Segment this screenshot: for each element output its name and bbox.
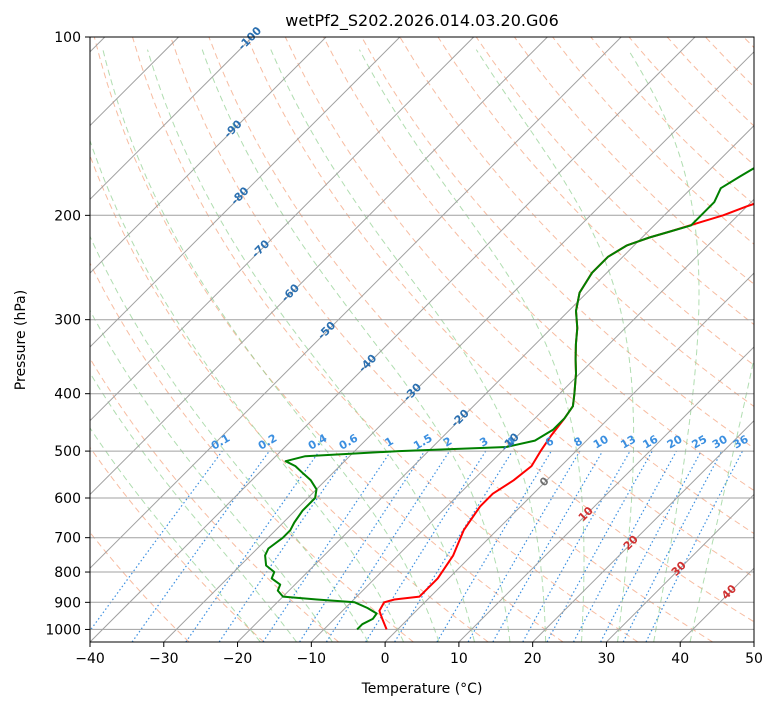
moist-adiabat-8 — [270, 49, 547, 642]
chart-title: wetPf2_S202.2026.014.03.20.G06 — [285, 11, 559, 31]
mixing-ratio-line-5 — [299, 450, 426, 642]
y-axis-label: Pressure (hPa) — [13, 290, 29, 390]
mixing-ratio-line-0 — [90, 450, 223, 632]
isotherm-11 — [163, 51, 754, 642]
x-tick-label-6: 20 — [524, 651, 542, 667]
y-tick-label-2: 300 — [54, 313, 81, 329]
dewpoint-line — [264, 167, 754, 631]
axes: −40 −30 −20 −10 0 10 20 30 40 50 100 200 300 400 500 60… — [45, 30, 763, 667]
y-tick-label-3: 400 — [54, 387, 81, 403]
x-axis-label: Temperature (°C) — [361, 681, 483, 697]
isotherm-17 — [606, 493, 754, 642]
mixing-ratio-line-6 — [325, 450, 450, 642]
dry-adiabat-5 — [93, 37, 564, 642]
x-tick-label-1: −30 — [149, 651, 179, 667]
isotherm-5 — [90, 37, 327, 274]
dry-adiabat-1 — [90, 446, 265, 642]
mixing-ratio-line-14 — [572, 450, 677, 642]
isotherm-9 — [90, 37, 622, 569]
mixing-ratio-line-12 — [522, 450, 631, 642]
isotherm-4 — [90, 37, 253, 201]
y-tick-label-0: 100 — [54, 30, 81, 46]
moist-adiabat-0 — [90, 427, 261, 642]
dry-adiabat-15 — [475, 37, 754, 326]
isotherm-8 — [90, 37, 548, 496]
y-tick-label-1: 200 — [54, 208, 81, 224]
isotherm-10 — [90, 37, 696, 642]
mixing-ratio-line-17 — [645, 450, 744, 642]
moist-adiabat-11 — [627, 49, 700, 642]
isotherm-16 — [532, 419, 754, 642]
dry-adiabat-2 — [90, 357, 339, 642]
x-tick-label-9: 50 — [745, 651, 763, 667]
dry-adiabat-6 — [132, 37, 639, 642]
mixing-ratio-line-8 — [394, 450, 513, 642]
grid-lines — [90, 37, 754, 642]
dry-adiabat-14 — [437, 37, 754, 366]
moist-adiabat-5 — [102, 49, 440, 642]
y-tick-label-8: 900 — [54, 595, 81, 611]
y-tick-label-9: 1000 — [45, 622, 81, 638]
y-tick-label-7: 800 — [54, 565, 81, 581]
x-tick-label-5: 10 — [450, 651, 468, 667]
x-tick-label-7: 30 — [598, 651, 616, 667]
moist-adiabat-7 — [201, 49, 511, 642]
y-tick-label-4: 500 — [54, 444, 81, 460]
x-tick-label-3: −10 — [297, 651, 327, 667]
mixing-ratio-line-1 — [131, 450, 270, 642]
isotherm-7 — [90, 37, 475, 422]
isotherm-15 — [458, 346, 754, 642]
dry-adiabat-7 — [170, 37, 713, 642]
mixing-ratio-line-13 — [546, 450, 653, 642]
isotherm-6 — [90, 37, 401, 348]
moist-adiabat-3 — [90, 235, 369, 642]
dry-adiabat-11 — [323, 37, 754, 492]
moist-adiabat-1 — [90, 371, 297, 642]
moist-adiabat-4 — [90, 139, 405, 642]
plot-frame — [89, 36, 755, 643]
dry-adiabat-16 — [513, 37, 754, 285]
mixing-ratio-line-4 — [262, 450, 392, 642]
dry-adiabat-13 — [399, 37, 754, 408]
isotherm-13 — [310, 198, 754, 642]
series-lines — [264, 167, 754, 631]
x-tick-label-2: −20 — [223, 651, 253, 667]
x-tick-label-4: 0 — [381, 651, 390, 667]
x-tick-label-0: −40 — [75, 651, 105, 667]
mixing-ratio-line-3 — [218, 450, 351, 642]
background-lines — [90, 37, 754, 642]
dry-adiabat-10 — [284, 37, 754, 535]
moist-adiabat-6 — [147, 49, 475, 642]
dry-adiabat-9 — [246, 37, 754, 578]
y-tick-label-6: 700 — [54, 531, 81, 547]
isotherm-12 — [237, 124, 754, 642]
moist-adiabat-2 — [90, 309, 333, 642]
dry-adiabat-3 — [90, 262, 414, 642]
dry-adiabat-8 — [208, 37, 754, 623]
x-tick-label-8: 40 — [671, 651, 689, 667]
isotherm-14 — [384, 272, 754, 642]
mixing-ratio-line-2 — [185, 450, 320, 642]
y-tick-label-5: 600 — [54, 491, 81, 507]
moist-adiabat-10 — [475, 49, 635, 642]
moist-adiabat-12 — [689, 356, 754, 642]
